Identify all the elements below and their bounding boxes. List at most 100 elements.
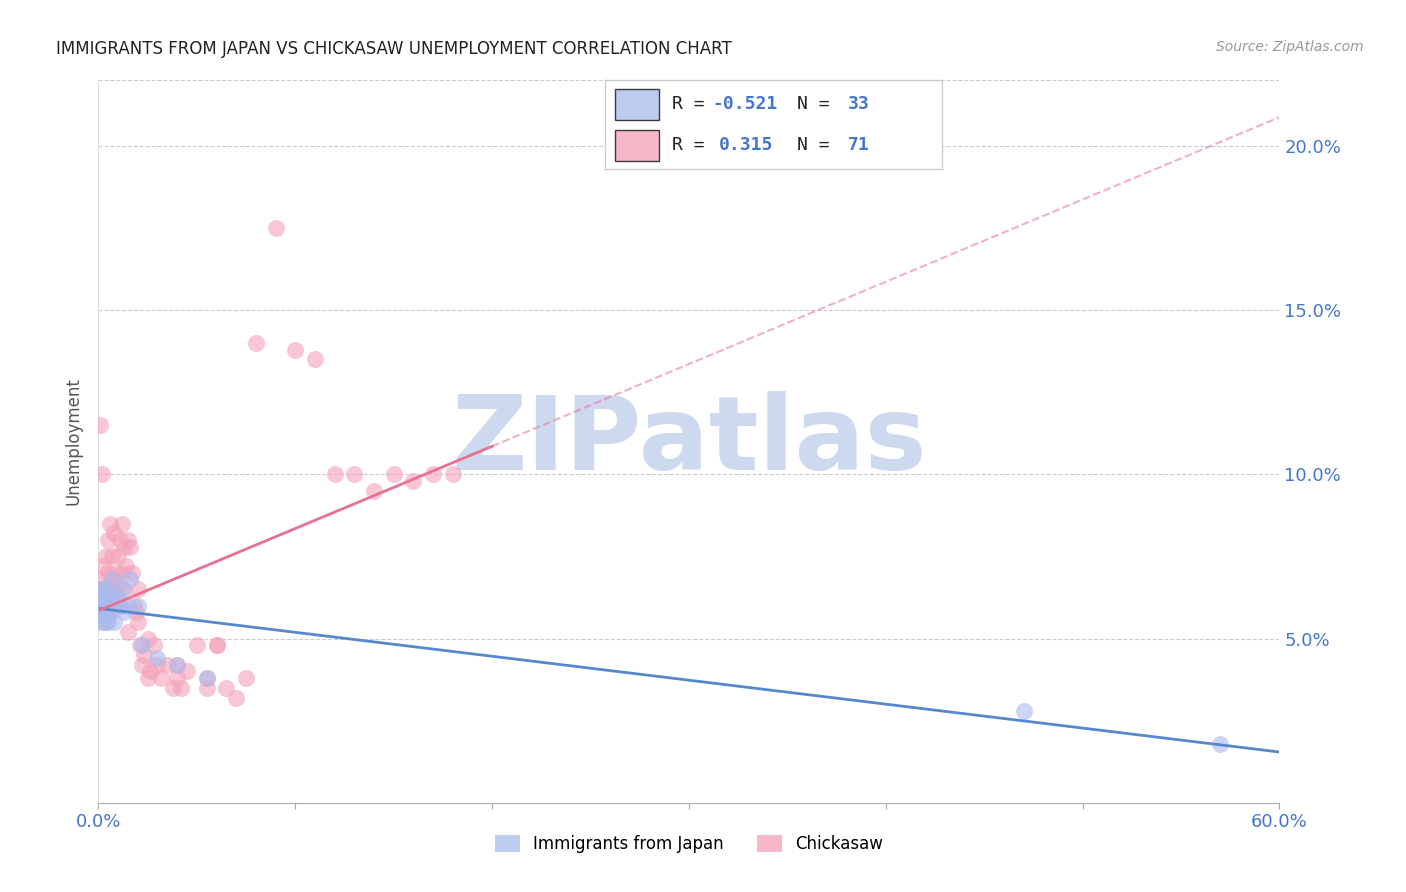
Point [93,582,115,597]
Point [96,549,118,564]
Text: IMMIGRANTS FROM JAPAN VS CHICKASAW UNEMPLOYMENT CORRELATION CHART: IMMIGRANTS FROM JAPAN VS CHICKASAW UNEMP… [56,40,733,58]
Point [89,599,111,613]
Point [96,605,118,619]
Point [1209,737,1232,751]
Point [107,592,129,607]
Point [136,671,159,685]
Point [98,599,121,613]
Point [195,681,218,695]
Point [215,681,238,695]
Point [112,605,135,619]
Point [245,336,267,351]
Point [138,665,160,679]
Point [112,582,135,597]
Point [103,526,125,541]
Point [205,638,228,652]
Point [108,533,131,547]
Point [156,657,179,672]
Point [97,533,120,547]
Point [1012,704,1035,718]
Point [131,657,153,672]
Point [98,582,121,597]
Point [91,467,114,482]
Point [111,582,134,597]
Point [127,615,149,630]
Point [107,582,129,597]
Point [166,671,188,685]
Point [122,599,145,613]
Point [121,566,143,580]
Point [166,657,188,672]
Point [97,566,120,580]
Point [118,540,141,554]
Point [108,599,131,613]
Point [162,681,184,695]
Point [131,638,153,652]
Point [146,651,169,665]
Point [166,657,188,672]
Point [93,592,115,607]
Point [101,592,124,607]
Point [441,467,464,482]
Point [146,657,169,672]
Point [112,540,135,554]
Point [98,605,121,619]
Point [97,615,120,630]
Point [304,352,326,367]
Point [195,671,218,685]
Point [96,599,118,613]
Text: 33: 33 [848,95,869,113]
Point [101,573,124,587]
FancyBboxPatch shape [614,130,658,161]
Point [97,605,120,619]
Point [103,573,125,587]
Point [127,599,149,613]
Text: ZIPatlas: ZIPatlas [451,391,927,492]
Text: 0.315: 0.315 [720,136,773,154]
Point [186,638,208,652]
Text: -0.521: -0.521 [713,95,778,113]
Point [93,605,115,619]
Point [132,648,155,662]
Y-axis label: Unemployment: Unemployment [65,377,83,506]
Point [128,638,150,652]
Point [111,566,134,580]
Text: 71: 71 [848,136,869,154]
Legend: Immigrants from Japan, Chickasaw: Immigrants from Japan, Chickasaw [488,828,890,860]
Point [117,599,139,613]
Point [105,599,128,613]
Point [107,549,129,564]
Point [115,559,138,574]
Point [225,690,247,705]
Text: N =: N = [797,95,841,113]
Point [89,573,111,587]
Point [125,605,148,619]
Point [422,467,444,482]
Point [93,599,115,613]
Point [98,516,121,531]
Point [91,582,114,597]
Point [93,615,115,630]
Point [170,681,193,695]
Point [136,632,159,646]
FancyBboxPatch shape [614,89,658,120]
Point [284,343,307,357]
Point [150,671,173,685]
Point [117,625,139,640]
Point [105,566,128,580]
Point [91,589,114,603]
Point [363,483,385,498]
Point [91,605,114,619]
Point [96,615,118,630]
Point [91,615,114,630]
Point [127,582,149,597]
Text: Source: ZipAtlas.com: Source: ZipAtlas.com [1216,40,1364,54]
Point [97,608,120,623]
Point [382,467,405,482]
Point [117,533,139,547]
Point [118,573,141,587]
Text: R =: R = [672,136,727,154]
Point [264,221,287,235]
Point [402,474,425,488]
Point [89,582,111,597]
